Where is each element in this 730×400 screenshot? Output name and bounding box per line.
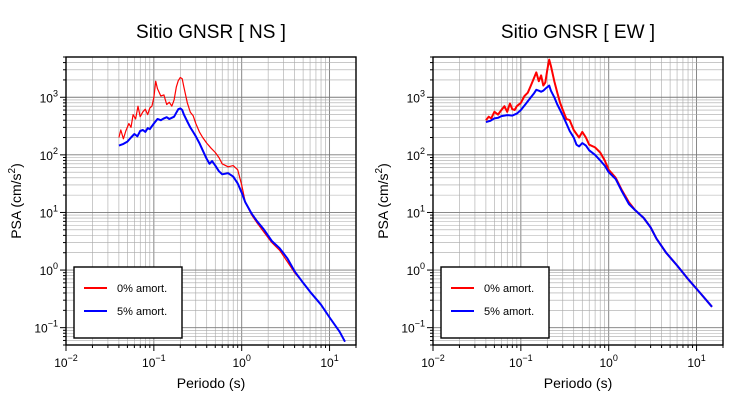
tick-base: 10 <box>142 356 156 370</box>
x-axis-label: Periodo (s) <box>544 375 612 391</box>
x-tick-label: 100 <box>600 353 618 370</box>
tick-exponent: 0 <box>420 261 425 271</box>
y-tick-label: 10−1 <box>401 319 425 336</box>
tick-exponent: 0 <box>246 353 251 363</box>
y-tick-label: 103 <box>40 88 58 105</box>
y-tick-label: 103 <box>407 88 425 105</box>
legend-label: 5% amort. <box>484 306 534 318</box>
chart-title: Sitio GNSR [ NS ] <box>136 22 286 43</box>
tick-base: 10 <box>320 356 334 370</box>
y-tick-label: 10−1 <box>34 319 58 336</box>
tick-base: 10 <box>40 91 54 105</box>
tick-base: 10 <box>687 356 701 370</box>
tick-base: 10 <box>600 356 614 370</box>
tick-exponent: 3 <box>53 88 58 98</box>
x-axis-label: Periodo (s) <box>177 375 245 391</box>
plot-frame <box>65 56 357 346</box>
legend-label: 0% amort. <box>117 283 167 295</box>
tick-exponent: −2 <box>435 353 445 363</box>
legend: 0% amort. 5% amort. <box>73 266 183 339</box>
gridlines <box>65 56 357 346</box>
y-axis-label: PSA (cm/s2) <box>7 163 24 239</box>
y-tick-label: 100 <box>40 261 58 278</box>
tick-exponent: −1 <box>155 353 165 363</box>
x-tick-label: 10−1 <box>142 353 166 370</box>
tick-base: 10 <box>401 322 415 336</box>
tick-exponent: −1 <box>522 353 532 363</box>
tick-exponent: 2 <box>420 146 425 156</box>
x-tick-label: 100 <box>233 353 251 370</box>
tick-exponent: 3 <box>420 88 425 98</box>
tick-base: 10 <box>233 356 247 370</box>
tick-exponent: 0 <box>613 353 618 363</box>
series-line-5pct <box>485 84 713 308</box>
y-axis-label: PSA (cm/s2) <box>374 163 391 239</box>
legend-label: 5% amort. <box>117 306 167 318</box>
tick-exponent: 1 <box>53 203 58 213</box>
tick-exponent: 1 <box>420 203 425 213</box>
chart-title: Sitio GNSR [ EW ] <box>501 22 655 43</box>
tick-base: 10 <box>40 264 54 278</box>
y-axis-label-main: PSA (cm/s <box>8 173 24 238</box>
tick-exponent: 1 <box>334 353 339 363</box>
tick-base: 10 <box>407 264 421 278</box>
axis-ticks <box>427 56 724 351</box>
y-tick-label: 100 <box>407 261 425 278</box>
tick-exponent: 0 <box>53 261 58 271</box>
y-axis-label-sup: 2 <box>374 167 385 173</box>
legend-label: 0% amort. <box>484 283 534 295</box>
tick-base: 10 <box>407 206 421 220</box>
y-axis-label-close: ) <box>8 163 24 168</box>
legend-box <box>440 266 550 339</box>
tick-base: 10 <box>40 206 54 220</box>
legend-box <box>73 266 183 339</box>
tick-base: 10 <box>509 356 523 370</box>
tick-base: 10 <box>421 356 435 370</box>
y-axis-label-main: PSA (cm/s <box>375 173 391 238</box>
series-line-0pct <box>118 76 346 342</box>
tick-exponent: −2 <box>68 353 78 363</box>
y-tick-label: 102 <box>40 146 58 163</box>
tick-exponent: −1 <box>48 319 58 329</box>
y-axis-label-sup: 2 <box>7 167 18 173</box>
tick-base: 10 <box>34 322 48 336</box>
axis-ticks <box>60 56 357 351</box>
y-axis-label-close: ) <box>375 163 391 168</box>
legend: 0% amort. 5% amort. <box>440 266 550 339</box>
y-tick-label: 102 <box>407 146 425 163</box>
x-tick-label: 10−1 <box>509 353 533 370</box>
tick-base: 10 <box>407 91 421 105</box>
tick-exponent: 2 <box>53 146 58 156</box>
x-tick-label: 101 <box>687 353 705 370</box>
x-tick-label: 10−2 <box>421 353 445 370</box>
x-tick-label: 10−2 <box>54 353 78 370</box>
plot-frame <box>432 56 724 346</box>
tick-base: 10 <box>54 356 68 370</box>
series-line-5pct <box>118 107 346 343</box>
y-tick-label: 101 <box>40 203 58 220</box>
tick-base: 10 <box>40 149 54 163</box>
y-tick-label: 101 <box>407 203 425 220</box>
tick-base: 10 <box>407 149 421 163</box>
tick-exponent: 1 <box>701 353 706 363</box>
tick-exponent: −1 <box>415 319 425 329</box>
x-tick-label: 101 <box>320 353 338 370</box>
